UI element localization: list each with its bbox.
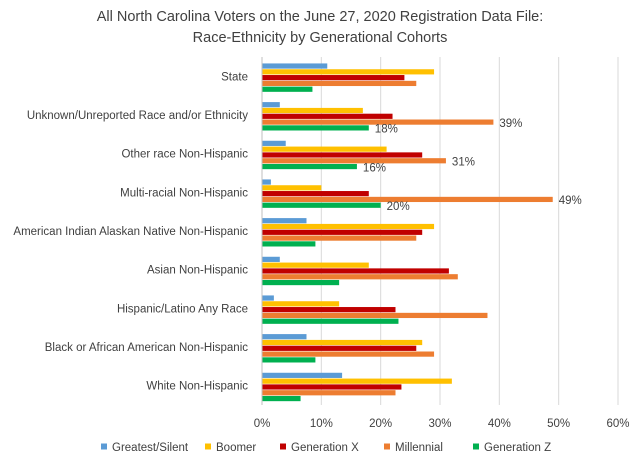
bar-boomer	[262, 146, 387, 152]
legend-label: Boomer	[216, 442, 256, 454]
bar-boomer	[262, 185, 322, 191]
data-label: 31%	[452, 157, 475, 169]
category-label: Asian Non-Hispanic	[147, 265, 248, 277]
bar-millennial	[262, 119, 494, 125]
bar-generation-z	[262, 318, 399, 324]
data-label: 20%	[387, 201, 410, 213]
bar-generation-x	[262, 191, 369, 197]
bars	[262, 63, 553, 402]
bar-boomer	[262, 262, 369, 268]
bar-generation-z	[262, 202, 381, 208]
legend-swatch	[473, 443, 479, 450]
bar-generation-z	[262, 163, 357, 170]
category-axis: State Unknown/Unreported Race and/or Ethn…	[13, 57, 263, 405]
legend-label: Millennial	[395, 442, 443, 454]
x-tick-label: 60%	[606, 418, 629, 430]
legend-label: Generation Z	[484, 442, 551, 454]
bar-millennial	[262, 390, 396, 396]
bar-millennial	[262, 274, 458, 280]
data-label: 49%	[559, 195, 582, 207]
bar-millennial	[262, 235, 417, 241]
bar-generation-z	[262, 86, 313, 92]
bar-greatest-silent	[262, 140, 286, 146]
bar-millennial	[262, 80, 417, 87]
bar-generation-x	[262, 345, 417, 351]
legend-swatch	[280, 443, 286, 450]
bar-boomer	[262, 223, 435, 230]
bar-generation-z	[262, 279, 340, 286]
chart-title: All North Carolina Voters on the June 27…	[97, 9, 544, 46]
category-label: American Indian Alaskan Native Non-Hispa…	[13, 226, 248, 238]
bar-greatest-silent	[262, 179, 271, 185]
bar-generation-z	[262, 125, 369, 131]
x-axis-ticks: 0% 10% 20% 30% 40% 50% 60%	[254, 418, 630, 430]
bar-boomer	[262, 301, 340, 307]
bar-boomer	[262, 107, 363, 114]
legend-swatch	[384, 443, 390, 450]
x-tick-label: 20%	[369, 418, 392, 430]
bar-generation-z	[262, 357, 316, 363]
category-label: Other race Non-Hispanic	[121, 149, 248, 161]
bar-generation-z	[262, 395, 301, 402]
legend-swatch	[205, 443, 211, 450]
legend-label: Greatest/Silent	[112, 442, 189, 454]
bar-millennial	[262, 312, 488, 319]
x-tick-label: 40%	[488, 418, 511, 430]
category-label: Hispanic/Latino Any Race	[117, 303, 248, 315]
legend: Greatest/Silent Boomer Generation X Millenn…	[101, 442, 551, 454]
category-label: Unknown/Unreported Race and/or Ethnicity	[27, 110, 248, 122]
data-label: 18%	[375, 124, 398, 136]
bar-millennial	[262, 196, 553, 203]
bar-generation-x	[262, 307, 396, 313]
x-tick-label: 50%	[547, 418, 570, 430]
bar-generation-z	[262, 241, 316, 247]
data-labels: 39% 18% 31% 16% 49% 20%	[363, 118, 582, 213]
bar-greatest-silent	[262, 295, 274, 301]
bar-boomer	[262, 339, 423, 346]
data-label: 16%	[363, 162, 386, 174]
category-label: Multi-racial Non-Hispanic	[120, 187, 248, 199]
bar-greatest-silent	[262, 63, 328, 69]
bar-millennial	[262, 158, 446, 164]
bar-generation-x	[262, 268, 449, 274]
x-tick-label: 30%	[428, 418, 451, 430]
bar-boomer	[262, 378, 452, 384]
bar-millennial	[262, 351, 435, 357]
bar-generation-x	[262, 113, 393, 119]
category-label: State	[221, 71, 248, 83]
category-label: Black or African American Non-Hispanic	[45, 342, 248, 354]
legend-swatch	[101, 443, 107, 450]
bar-generation-x	[262, 384, 402, 390]
bar-greatest-silent	[262, 102, 280, 108]
data-label: 39%	[499, 118, 522, 130]
bar-greatest-silent	[262, 256, 280, 262]
bar-generation-x	[262, 152, 423, 158]
category-label: White Non-Hispanic	[146, 381, 248, 393]
bar-generation-x	[262, 229, 423, 235]
bar-greatest-silent	[262, 372, 343, 378]
x-tick-label: 10%	[310, 418, 333, 430]
bar-boomer	[262, 69, 435, 75]
chart-title-line-1: All North Carolina Voters on the June 27…	[97, 9, 544, 25]
bar-greatest-silent	[262, 334, 307, 340]
legend-label: Generation X	[291, 442, 359, 454]
chart-title-line-2: Race-Ethnicity by Generational Cohorts	[193, 30, 448, 46]
x-tick-label: 0%	[254, 418, 271, 430]
bar-greatest-silent	[262, 218, 307, 224]
bar-generation-x	[262, 75, 405, 81]
